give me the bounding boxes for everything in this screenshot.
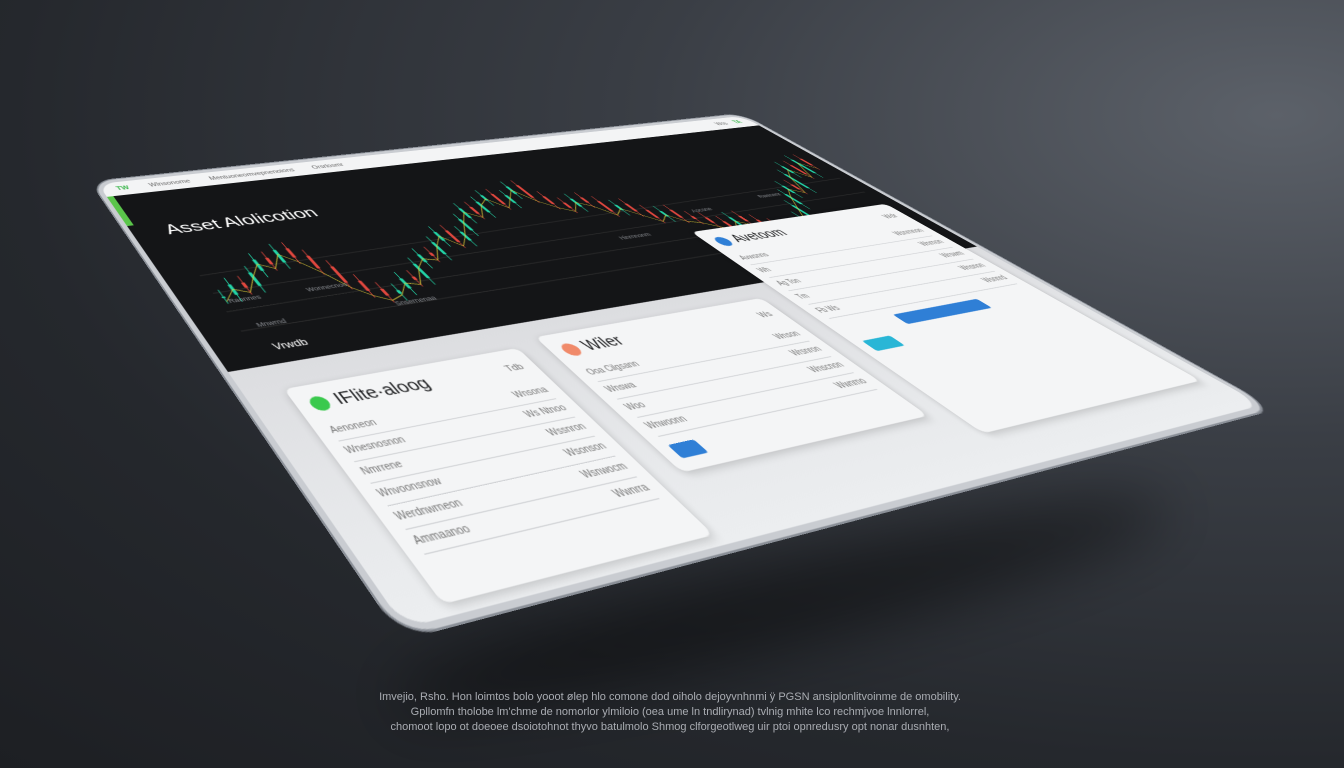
row-label: Tm [793,292,813,301]
candle [469,206,480,214]
caption: Imvejio, Rsho. Hon loimtos bolo yooot øl… [340,690,1000,735]
row-value: Ws Ntnoo [522,403,570,420]
clover-icon [305,394,334,412]
row-label: Wnswa [603,381,640,395]
candle [411,276,418,281]
candle [790,159,817,174]
candle [247,272,262,286]
caption-line: chomoot lopo ot doeoee dsoiotohnot thyvo… [390,721,950,733]
candle [285,248,297,258]
candle [430,242,447,255]
tablet-dashboard: TW Wlnsonome Mentuoneomvepnenoions Orsrl… [98,116,1263,628]
candle [562,202,573,209]
row-label: Wh [755,266,775,275]
candle [784,194,803,205]
flower-icon [557,341,586,357]
row-label: Nmrrene [358,459,406,478]
candle [614,204,625,211]
candle [264,257,274,265]
candle [457,219,474,231]
card-badge: Ws [754,309,776,320]
row-label: Wnwoonn [642,414,691,432]
candle [579,197,590,203]
row-label: Woo [622,400,650,413]
row-label: Avwsnns [737,251,772,262]
row-label: Ammaanoo [410,523,475,548]
caption-line: Gpllomfn tholobe lm'chme de nomorlor ylm… [410,706,930,718]
candle [596,201,614,212]
candle [704,217,715,223]
candle [542,196,555,205]
card-badge: Tdb [502,361,527,374]
row-value: Wnson [771,330,804,342]
candle [790,184,801,190]
nav-item[interactable]: Orsrlosmr [310,162,346,171]
candle [799,158,814,166]
row-value: Wnsona [510,385,552,401]
candle [412,263,431,279]
caption-line: Imvejio, Rsho. Hon loimtos bolo yooot øl… [379,691,961,703]
mini-bar [667,439,709,459]
topbar-badge[interactable]: TA [731,119,745,125]
row-value: Wsnnrd [980,274,1011,285]
row-value: Wrsnron [787,345,826,358]
row-value: Wsonson [562,441,610,459]
row-value: Wnscnon [806,360,848,375]
row-value: Wnsnon [957,262,989,272]
row-label: Aenoneon [327,418,380,436]
price-chart [153,140,948,351]
card-title: Avetoom [725,226,792,245]
candle [395,289,403,294]
candle [490,193,506,205]
candle [240,282,249,288]
row-label: Fb Ws [814,304,844,315]
row-value: Wsnrnnon [891,227,927,237]
row-value: Wsnwocm [578,461,631,481]
candle [357,280,371,291]
row-value: Wnrnon [917,238,947,248]
card-badge: Wdr [879,212,901,220]
chart-panel: Asset Alolicotion Raonnes Wonnecnoo Mnwr… [106,125,977,373]
nav-item[interactable]: Wlnsonome [147,178,193,188]
row-value: Wwnrno [832,377,871,391]
candle [659,211,670,217]
brand-logo: TW [114,185,131,192]
card-title: Wiler [576,332,630,354]
candle [379,288,390,296]
row-value: Wrswm [938,250,968,260]
candle [737,215,749,222]
topbar-link[interactable]: Wss [713,121,731,127]
candle [428,252,435,257]
row-label: Ag Ton [774,277,805,288]
row-value: Wwnrra [610,482,654,501]
candle [458,208,472,218]
row-value: Wssnron [544,422,590,439]
candle [791,205,811,216]
candle [272,249,287,263]
mini-bar [861,335,905,352]
